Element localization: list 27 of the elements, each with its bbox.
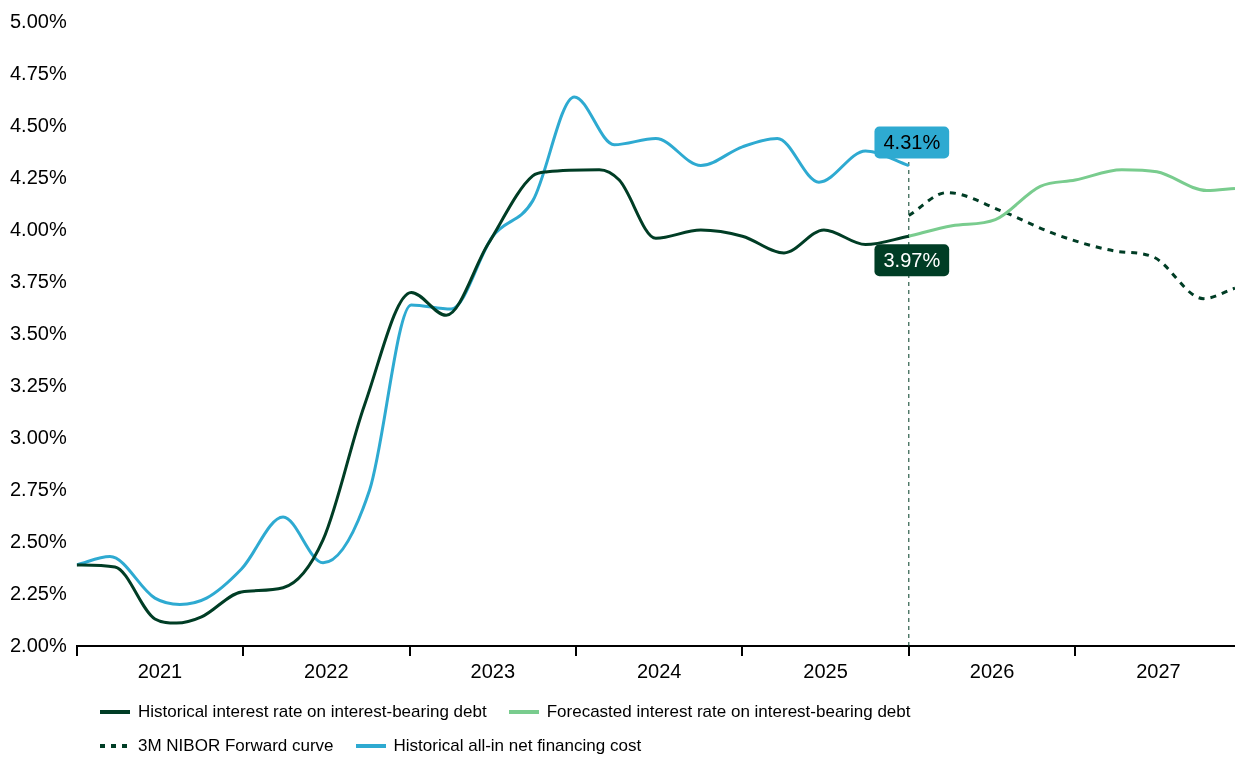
y-tick-label: 3.00% [9,425,67,448]
x-tick-label: 2023 [470,659,516,682]
y-tick-label: 3.75% [9,269,67,292]
x-tick-label: 2027 [1136,659,1181,682]
y-tick-label: 2.50% [9,529,67,552]
y-tick-label: 3.50% [9,321,67,344]
legend-label: Historical all-in net financing cost [393,736,642,756]
data-label: 3.97% [883,248,941,271]
y-tick-label: 5.00% [9,9,67,32]
y-tick-label: 4.75% [9,61,67,84]
x-tick-label: 2026 [969,659,1015,682]
legend-label: 3M NIBOR Forward curve [138,736,334,756]
x-tick-label: 2021 [137,659,183,682]
y-tick-label: 4.00% [9,217,67,240]
y-tick-label: 2.00% [9,633,67,656]
line-series [907,168,1235,238]
y-tick-label: 3.25% [9,373,67,396]
x-tick-label: 2024 [636,659,682,682]
x-tick-label: 2025 [803,659,848,682]
x-tick-label: 2022 [304,659,349,682]
y-tick-label: 4.50% [9,113,67,136]
y-tick-label: 4.25% [9,165,67,188]
legend-label: Forecasted interest rate on interest-bearing debt [546,702,911,722]
y-tick-label: 2.25% [9,581,67,604]
data-label: 4.31% [883,131,941,154]
legend-label: Historical interest rate on interest-bearing debt [138,702,487,722]
y-tick-label: 2.75% [9,477,67,500]
